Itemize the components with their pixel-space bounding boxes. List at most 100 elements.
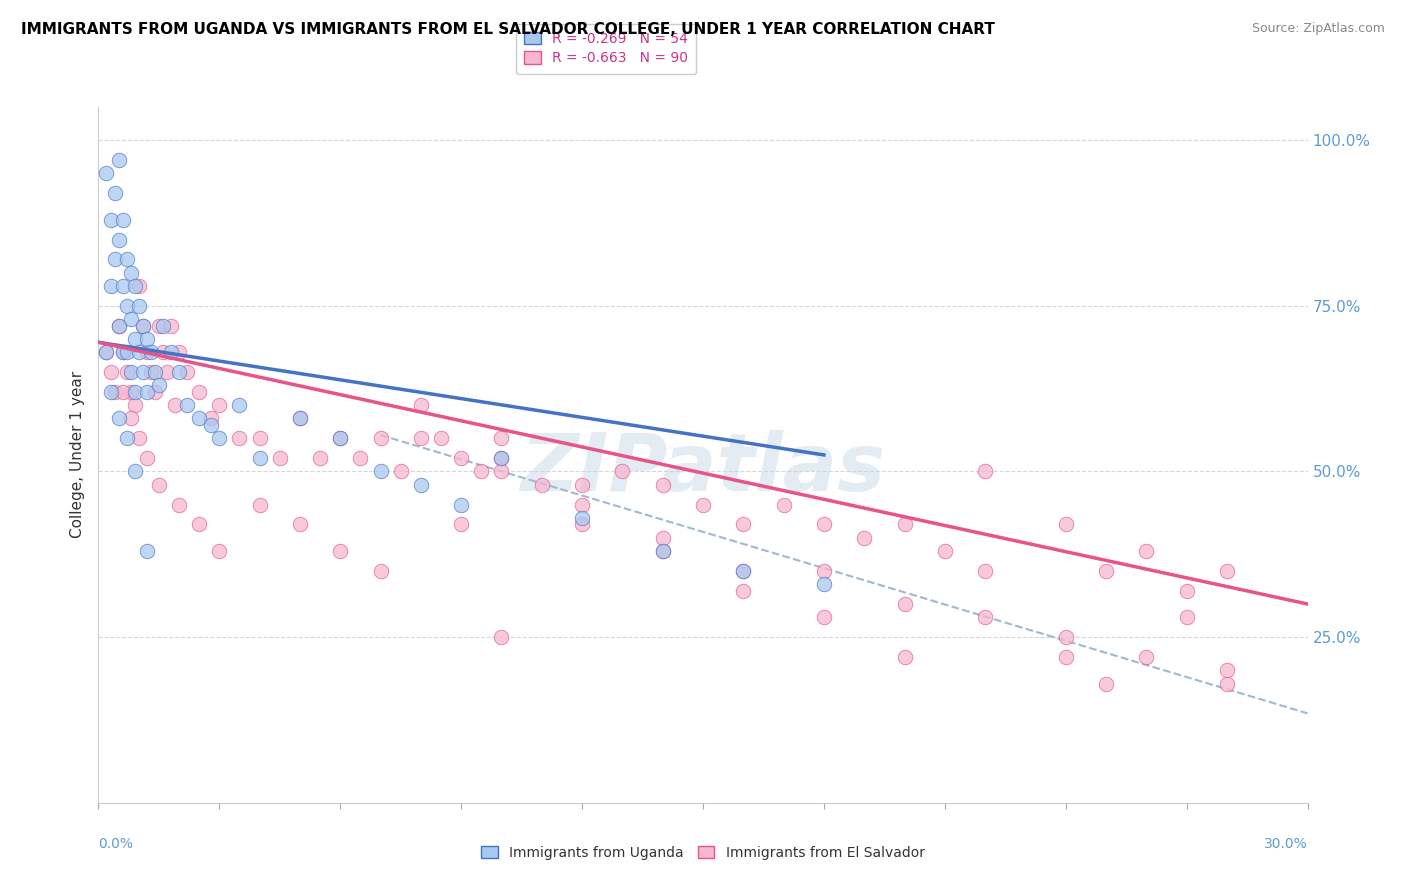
Point [188,517,211,532]
Point [111,345,134,359]
Point [96,345,118,359]
Point [409,398,432,412]
Point [132,365,155,379]
Point [772,498,794,512]
Point [329,431,352,445]
Point [974,610,997,624]
Point [167,345,190,359]
Point [733,583,755,598]
Point [974,465,997,479]
Point [491,465,513,479]
Point [148,477,170,491]
Point [100,212,122,227]
Point [115,365,138,379]
Point [571,511,593,525]
Point [115,345,138,359]
Point [124,384,146,399]
Point [813,564,835,578]
Point [208,398,231,412]
Point [1135,650,1157,665]
Point [1095,676,1118,690]
Point [100,279,122,293]
Point [200,411,222,425]
Point [107,318,129,333]
Point [228,431,250,445]
Point [135,451,157,466]
Point [893,650,915,665]
Point [160,318,183,333]
Point [124,279,146,293]
Point [813,517,835,532]
Point [430,431,453,445]
Point [128,279,150,293]
Point [176,398,198,412]
Point [176,365,198,379]
Text: 30.0%: 30.0% [1264,837,1308,851]
Point [1175,583,1198,598]
Point [530,477,553,491]
Point [135,332,157,346]
Point [120,312,142,326]
Point [152,318,174,333]
Point [349,451,371,466]
Point [853,531,876,545]
Point [111,384,134,399]
Point [389,465,412,479]
Point [1216,663,1239,677]
Point [124,332,146,346]
Point [491,630,513,644]
Point [160,345,183,359]
Point [135,544,157,558]
Point [269,451,291,466]
Point [132,318,155,333]
Point [813,577,835,591]
Text: IMMIGRANTS FROM UGANDA VS IMMIGRANTS FROM EL SALVADOR COLLEGE, UNDER 1 YEAR CORR: IMMIGRANTS FROM UGANDA VS IMMIGRANTS FRO… [21,22,995,37]
Point [148,378,170,392]
Point [128,299,150,313]
Point [288,517,311,532]
Point [450,451,472,466]
Point [470,465,492,479]
Point [100,384,122,399]
Point [124,465,146,479]
Point [107,318,129,333]
Point [733,517,755,532]
Point [107,411,129,425]
Point [111,212,134,227]
Text: ZIPatlas: ZIPatlas [520,430,886,508]
Point [128,431,150,445]
Point [1054,650,1077,665]
Point [135,384,157,399]
Text: 0.0%: 0.0% [98,837,134,851]
Point [571,498,593,512]
Point [167,498,190,512]
Point [974,564,997,578]
Point [100,365,122,379]
Point [135,345,157,359]
Point [612,465,634,479]
Point [491,451,513,466]
Point [309,451,332,466]
Point [143,365,166,379]
Point [692,498,714,512]
Point [111,345,134,359]
Point [1054,630,1077,644]
Point [115,299,138,313]
Point [124,398,146,412]
Point [733,564,755,578]
Point [1216,676,1239,690]
Point [329,431,352,445]
Point [228,398,250,412]
Point [143,384,166,399]
Point [370,465,392,479]
Point [1216,564,1239,578]
Point [103,384,125,399]
Point [491,431,513,445]
Point [156,365,179,379]
Point [120,384,142,399]
Point [288,411,311,425]
Y-axis label: College, Under 1 year: College, Under 1 year [69,371,84,539]
Point [1054,517,1077,532]
Point [139,365,162,379]
Point [188,384,211,399]
